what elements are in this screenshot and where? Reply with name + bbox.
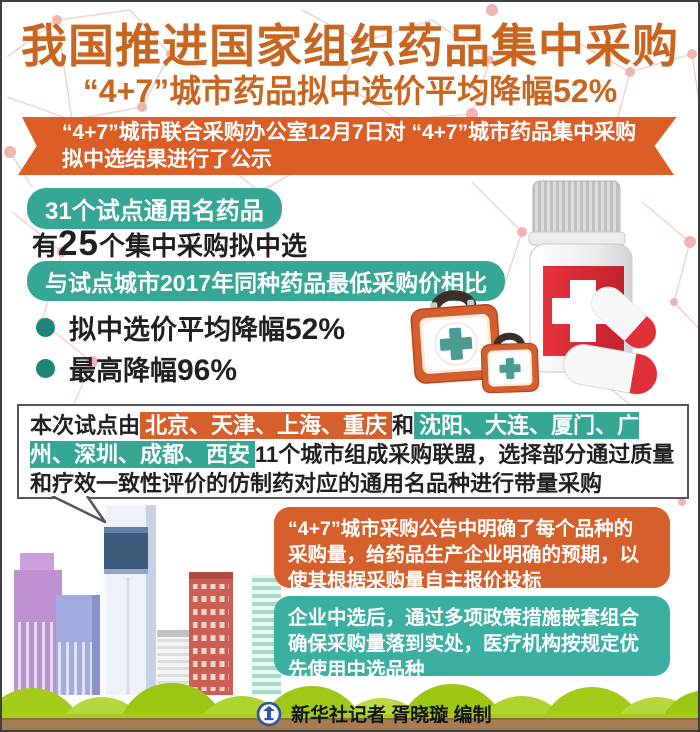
stat-number: 25 bbox=[58, 224, 99, 263]
xinhua-logo bbox=[256, 701, 282, 726]
pilot-cities-text: 本次试点由 北京、天津、上海、重庆和沈阳、大连、厦门、广州、深圳、成都、西安 11个… bbox=[30, 411, 676, 498]
pilot-seg2: 和 bbox=[392, 413, 415, 438]
note-line: 使其根据采购量自主报价投标 bbox=[288, 570, 542, 592]
note-procurement-volume: “4+7”城市采购公告中明确了每个品种的 采购量，给药品生产企业明确的预期，以 … bbox=[274, 507, 670, 592]
page-subtitle: “4+7”城市药品拟中选价平均降幅52% bbox=[82, 73, 618, 109]
bullet-dot-icon bbox=[36, 359, 55, 378]
capsule-icon bbox=[563, 344, 658, 395]
bullet-label: 拟中选价平均降幅 bbox=[69, 315, 285, 345]
pilot-cities-box: 本次试点由 北京、天津、上海、重庆和沈阳、大连、厦门、广州、深圳、成都、西安 11个… bbox=[17, 404, 689, 499]
bullet-label: 最高降幅 bbox=[69, 356, 177, 386]
announcement-ribbon: “4+7”城市联合采购办公室12月7日对 “4+7”城市药品集中采购 拟中选结果… bbox=[18, 117, 677, 175]
bullet-text: 拟中选价平均降幅52% bbox=[69, 308, 345, 347]
credit-text: 新华社记者 胥晓璇 编制 bbox=[291, 705, 492, 726]
bullet-avg-drop: 拟中选价平均降幅52% bbox=[36, 308, 345, 347]
building-red bbox=[189, 572, 233, 695]
capsule-icon bbox=[591, 286, 657, 349]
bullet-value: 96% bbox=[177, 354, 238, 387]
building-periwinkle bbox=[56, 595, 100, 695]
stat-selected-count: 有25个集中采购拟中选 bbox=[32, 224, 307, 264]
first-aid-kit-icon bbox=[480, 332, 540, 394]
building-purple bbox=[14, 553, 62, 695]
medicine-illustration bbox=[410, 180, 658, 395]
ribbon-line-2: 拟中选结果进行了公示 bbox=[62, 148, 272, 171]
note-line: 企业中选后，通过多项政策措施嵌套组合 bbox=[288, 607, 640, 629]
bullet-dot-icon bbox=[36, 318, 55, 337]
stat-suffix: 个集中采购拟中选 bbox=[98, 231, 307, 261]
stat-pill-generic-drugs: 31个试点通用名药品 bbox=[27, 188, 282, 229]
first-aid-cross-icon bbox=[499, 357, 521, 380]
stat-prefix: 有 bbox=[32, 231, 59, 261]
note-line: 采购量，给药品生产企业明确的预期，以 bbox=[288, 544, 640, 566]
first-aid-cross-icon bbox=[439, 327, 473, 361]
note-line: 确保采购量落到实处，医疗机构按规定优 bbox=[288, 633, 640, 655]
ribbon-line-1: “4+7”城市联合采购办公室12月7日对 “4+7”城市药品集中采购 bbox=[62, 121, 637, 144]
pilot-seg3: 11个城市组成采购联盟，选择部分通过质量和疗效一致性评价的仿制药对应的通用名品种… bbox=[30, 442, 675, 496]
pilot-seg1: 本次试点由 bbox=[30, 413, 141, 438]
building-skyscraper bbox=[100, 505, 156, 695]
note-policy-measures: 企业中选后，通过多项政策措施嵌套组合 确保采购量落到实处，医疗机构按规定优 先使… bbox=[274, 596, 670, 681]
footer-credit: 新华社记者 胥晓璇 编制 bbox=[256, 700, 492, 727]
note-line: 先使用中选品种 bbox=[288, 659, 425, 681]
bullet-text: 最高降幅96% bbox=[69, 349, 237, 388]
note-line: “4+7”城市采购公告中明确了每个品种的 bbox=[288, 518, 634, 540]
city-skyline-illustration bbox=[14, 505, 281, 695]
speech-bubble-tail bbox=[51, 496, 107, 524]
pill-bottle-icon bbox=[528, 180, 633, 373]
bullet-max-drop: 最高降幅96% bbox=[36, 349, 237, 388]
bullet-value: 52% bbox=[285, 313, 346, 346]
ground-strip bbox=[2, 718, 698, 730]
cities-group1-highlight: 北京、天津、上海、重庆 bbox=[140, 412, 393, 439]
first-aid-kit-icon bbox=[410, 290, 502, 384]
stat-pill-price-compare: 与试点城市2017年同种药品最低采购价相比 bbox=[27, 261, 506, 301]
page-title: 我国推进国家组织药品集中采购 bbox=[21, 20, 679, 72]
